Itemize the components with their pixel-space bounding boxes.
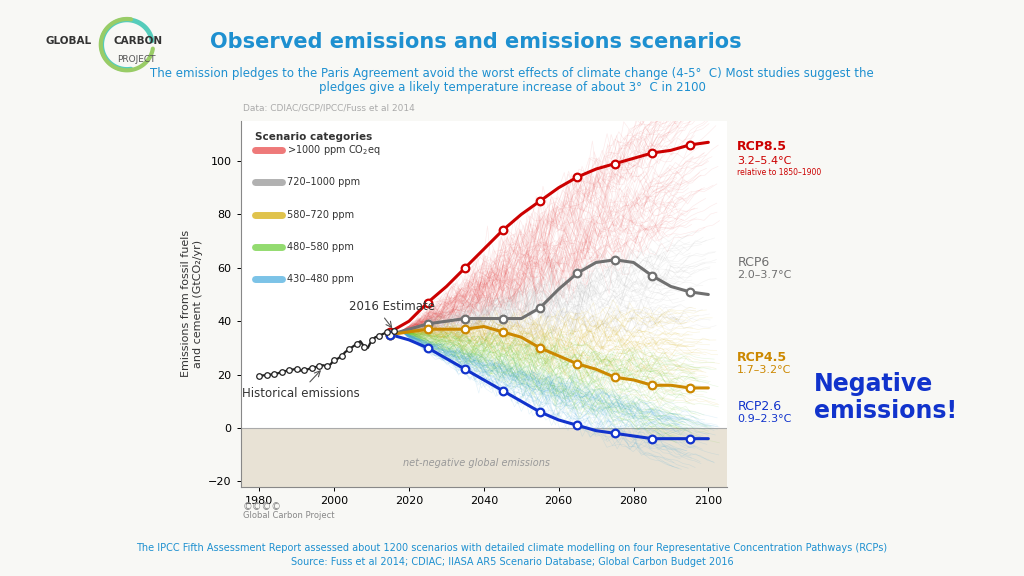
Text: PROJECT: PROJECT — [117, 55, 156, 64]
Text: RCP2.6: RCP2.6 — [737, 400, 781, 412]
Text: 2016 Estimate: 2016 Estimate — [349, 300, 435, 313]
Bar — [241, 428, 727, 487]
Text: RCP4.5: RCP4.5 — [737, 351, 787, 363]
Text: 480–580 ppm: 480–580 ppm — [287, 242, 353, 252]
Text: 430–480 ppm: 430–480 ppm — [287, 274, 353, 284]
Text: pledges give a likely temperature increase of about 3°  C in 2100: pledges give a likely temperature increa… — [318, 81, 706, 94]
Text: Negative
emissions!: Negative emissions! — [814, 372, 957, 423]
Text: 580–720 ppm: 580–720 ppm — [287, 210, 354, 219]
Text: The emission pledges to the Paris Agreement avoid the worst effects of climate c: The emission pledges to the Paris Agreem… — [151, 67, 873, 79]
Text: 1.7–3.2°C: 1.7–3.2°C — [737, 365, 792, 375]
Text: GLOBAL: GLOBAL — [46, 36, 92, 46]
Text: 2.0–3.7°C: 2.0–3.7°C — [737, 270, 792, 281]
Text: Scenario categories: Scenario categories — [255, 132, 373, 142]
Text: RCP8.5: RCP8.5 — [737, 141, 787, 153]
Text: CARBON: CARBON — [114, 36, 163, 46]
Text: Global Carbon Project: Global Carbon Project — [243, 511, 334, 520]
Text: net-negative global emissions: net-negative global emissions — [402, 458, 550, 468]
Text: 3.2–5.4°C: 3.2–5.4°C — [737, 156, 792, 166]
Text: >1000 ppm CO$_2$eq: >1000 ppm CO$_2$eq — [287, 143, 381, 157]
Text: Observed emissions and emissions scenarios: Observed emissions and emissions scenari… — [210, 32, 741, 52]
Text: Data: CDIAC/GCP/IPCC/Fuss et al 2014: Data: CDIAC/GCP/IPCC/Fuss et al 2014 — [243, 104, 415, 112]
Text: Source: Fuss et al 2014; CDIAC; IIASA AR5 Scenario Database; Global Carbon Budge: Source: Fuss et al 2014; CDIAC; IIASA AR… — [291, 557, 733, 567]
Text: 0.9–2.3°C: 0.9–2.3°C — [737, 414, 792, 425]
Text: The IPCC Fifth Assessment Report assessed about 1200 scenarios with detailed cli: The IPCC Fifth Assessment Report assesse… — [136, 543, 888, 554]
Text: RCP6: RCP6 — [737, 256, 769, 268]
Text: ©©©©: ©©©© — [243, 502, 282, 511]
Y-axis label: Emissions from fossil fuels
and cement (GtCO₂/yr): Emissions from fossil fuels and cement (… — [181, 230, 203, 377]
Text: 720–1000 ppm: 720–1000 ppm — [287, 177, 360, 187]
Text: relative to 1850–1900: relative to 1850–1900 — [737, 168, 821, 177]
Text: Historical emissions: Historical emissions — [242, 386, 359, 400]
